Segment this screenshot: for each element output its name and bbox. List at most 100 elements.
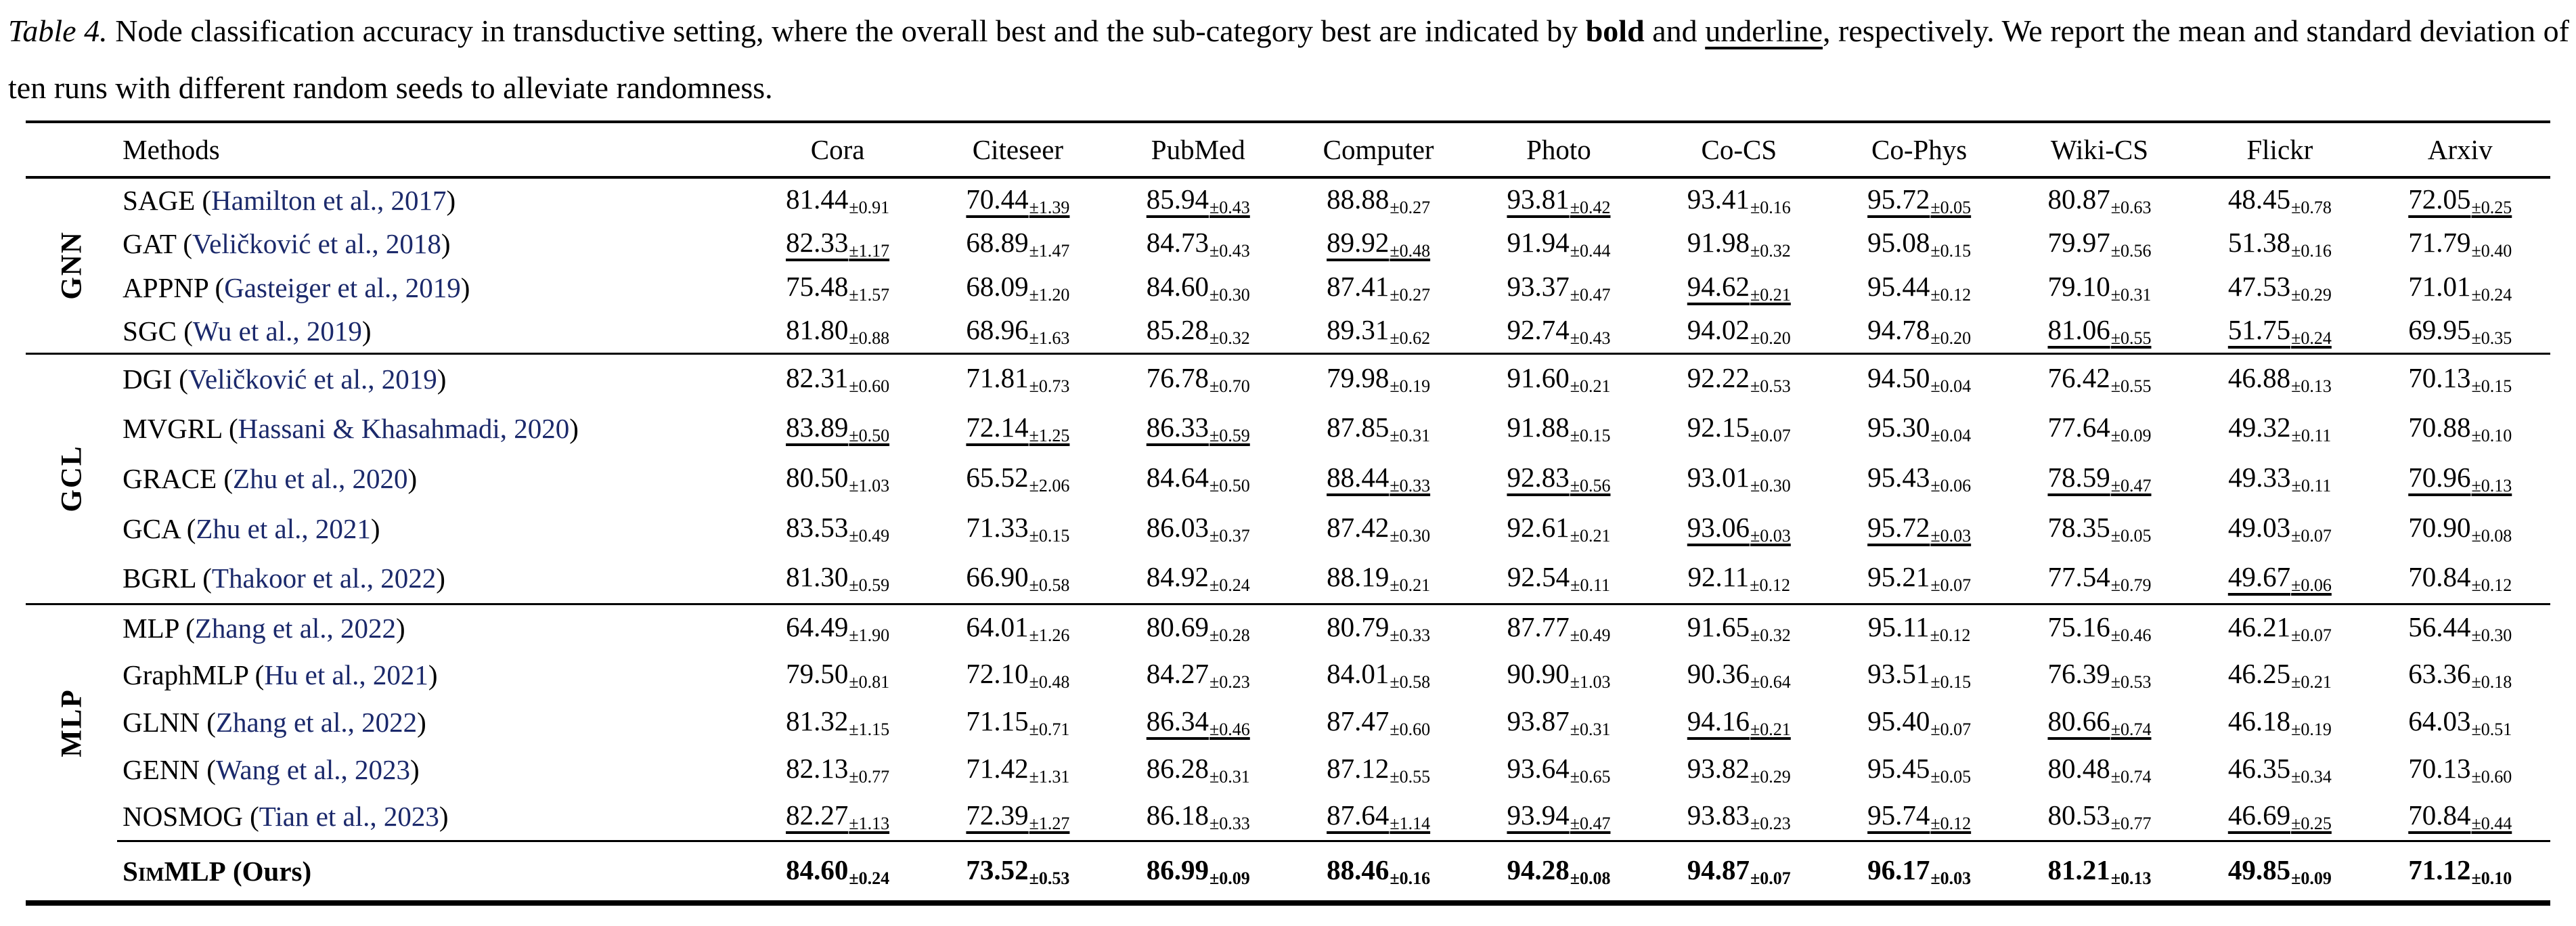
result-cell: 89.31±0.62 [1288,309,1468,353]
result-value: 68.89±1.47 [966,227,1070,261]
citation-link[interactable]: Zhang et al., 2022 [194,612,397,644]
mean-value: 95.45 [1867,753,1930,784]
result-value: 88.88±0.27 [1327,183,1430,217]
citation-link[interactable]: Hamilton et al., 2017 [211,184,447,216]
mean-value: 83.53 [786,512,849,543]
result-cell: 88.19±0.21 [1288,554,1468,604]
method-name: SimMLP [123,855,226,887]
method-name: GENN [123,754,200,785]
std-value: ±1.63 [1029,328,1070,348]
citation-link[interactable]: Tian et al., 2023 [259,801,439,833]
mean-value: 79.98 [1327,361,1390,393]
result-cell: 65.52±2.06 [928,454,1108,504]
std-value: ±2.06 [1029,476,1070,495]
citation-link[interactable]: Thakoor et al., 2022 [211,563,437,594]
result-value-subcategory-best: 70.84±0.44 [2408,799,2512,833]
result-value: 93.41±0.16 [1687,183,1791,217]
mean-value: 83.89 [786,412,849,443]
result-cell: 78.59±0.47 [2009,454,2190,504]
citation-link[interactable]: Zhang et al., 2022 [215,707,418,738]
std-value: ±1.47 [1029,240,1070,261]
std-value: ±0.60 [1390,720,1431,739]
method-cell: DGI (Veličković et al., 2019) [117,352,748,403]
table-row-graphmlp: GraphMLP (Hu et al., 2021) 79.50±0.81 72.1… [26,651,2550,699]
citation-link[interactable]: Zhu et al., 2020 [233,463,408,494]
std-value: ±0.13 [2291,376,2332,396]
result-cell: 81.80±0.88 [747,309,927,353]
mean-value: 94.87 [1687,854,1750,885]
result-cell: 81.32±1.15 [747,699,927,746]
std-value: ±1.20 [1029,284,1070,305]
mean-value: 77.64 [2047,412,2110,443]
citation-link[interactable]: Wang et al., 2023 [215,754,410,785]
std-value: ±0.88 [849,328,890,348]
result-cell: 79.50±0.81 [747,651,927,699]
citation-link[interactable]: Wu et al., 2019 [192,315,362,347]
result-value: 86.03±0.37 [1147,512,1250,546]
table-row-grace: GRACE (Zhu et al., 2020) 80.50±1.03 65.52±… [26,454,2550,504]
std-value: ±0.65 [1570,767,1611,787]
std-value: ±0.11 [2291,426,2332,445]
mean-value: 94.28 [1507,854,1570,885]
result-value-subcategory-best: 86.34±0.46 [1147,705,1250,739]
citation-link[interactable]: Hassani & Khasahmadi, 2020 [238,413,570,444]
col-header-flickr: Flickr [2190,122,2370,179]
citation-link[interactable]: Gasteiger et al., 2019 [224,271,461,303]
result-cell: 51.75±0.24 [2190,309,2370,353]
table-row-bgrl: BGRL (Thakoor et al., 2022) 81.30±0.59 66.… [26,554,2550,604]
citation-link[interactable]: Veličković et al., 2018 [192,227,441,259]
result-value-subcategory-best: 94.62±0.21 [1687,271,1791,305]
mean-value: 86.18 [1146,799,1209,831]
citation-link[interactable]: Veličković et al., 2019 [187,363,437,395]
mean-value: 90.90 [1507,658,1570,689]
result-cell: 91.98±0.32 [1649,221,1829,265]
std-value: ±0.51 [2471,720,2512,739]
mean-value: 46.69 [2227,799,2291,831]
result-cell: 92.15±0.07 [1649,403,1829,454]
std-value: ±0.55 [1390,767,1431,787]
mean-value: 93.64 [1507,753,1570,784]
mean-value: 85.28 [1146,313,1209,345]
result-cell: 84.92±0.24 [1108,554,1288,604]
result-value: 92.54±0.11 [1507,561,1610,595]
mean-value: 80.79 [1327,611,1390,642]
mean-value: 93.94 [1507,799,1570,831]
result-cell: 46.69±0.25 [2190,793,2370,841]
mean-value: 96.17 [1867,854,1930,885]
std-value: ±0.31 [1390,426,1431,445]
mean-value: 87.64 [1327,799,1390,831]
mean-value: 94.16 [1687,705,1750,736]
result-value-subcategory-best: 87.64±1.14 [1327,799,1430,833]
mean-value: 95.21 [1867,561,1930,593]
std-value: ±0.27 [1390,284,1431,305]
citation-link[interactable]: Hu et al., 2021 [264,659,428,690]
std-value: ±0.07 [2291,526,2332,546]
result-cell: 49.03±0.07 [2190,504,2370,554]
std-value: ±0.06 [2291,575,2332,596]
mean-value: 93.82 [1687,753,1750,784]
std-value: ±0.74 [2110,720,2152,739]
mean-value: 92.15 [1687,412,1750,443]
mean-value: 91.65 [1687,611,1750,642]
mean-value: 95.44 [1867,270,1930,302]
method-cell: GraphMLP (Hu et al., 2021) [123,659,438,690]
mean-value: 93.83 [1687,799,1750,831]
table-row-genn: GENN (Wang et al., 2023) 82.13±0.77 71.42±… [26,746,2550,793]
result-value: 87.77±0.49 [1507,611,1610,645]
citation-link[interactable]: Zhu et al., 2021 [196,513,371,544]
result-value: 94.78±0.20 [1867,314,1971,348]
mean-value: 71.81 [966,361,1029,393]
result-value: 93.01±0.30 [1687,462,1791,495]
result-value: 71.15±0.71 [966,705,1069,739]
result-cell: 49.33±0.11 [2190,454,2370,504]
result-cell: 72.10±0.48 [928,651,1108,699]
result-cell: 84.01±0.58 [1288,651,1468,699]
std-value: ±0.06 [1930,476,1972,495]
result-cell: 94.87±0.07 [1649,839,1829,903]
result-cell: 49.32±0.11 [2190,403,2370,454]
std-value: ±0.25 [2291,814,2332,834]
result-value: 81.32±1.15 [786,705,889,739]
std-value: ±1.03 [849,476,890,495]
mean-value: 72.05 [2408,183,2471,215]
table-row-glnn: GLNN (Zhang et al., 2022) 81.32±1.15 71.15… [26,699,2550,746]
